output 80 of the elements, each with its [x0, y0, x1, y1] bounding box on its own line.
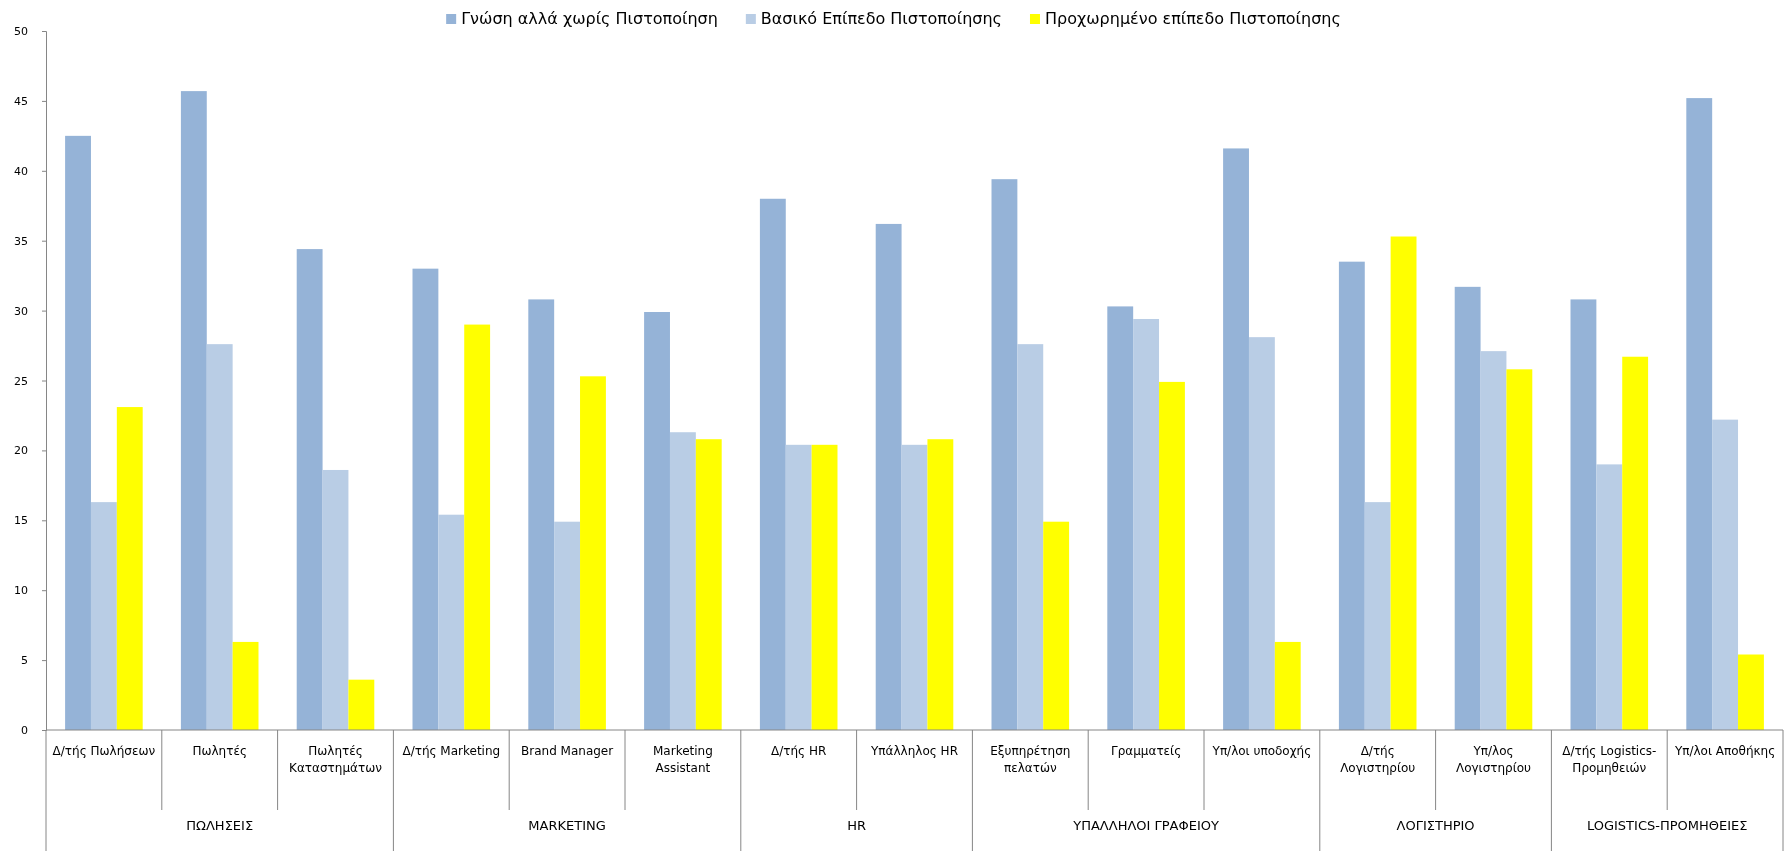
x-tick-label: Υπάλληλος HR	[870, 744, 958, 758]
text: HR	[847, 818, 867, 833]
bar	[927, 439, 954, 730]
bar	[1686, 98, 1713, 730]
x-tick-label: Υπ/λος Λογιστηρίου	[1455, 744, 1532, 775]
y-tick-label: 10	[14, 584, 28, 598]
bar	[1570, 299, 1597, 730]
x-tick-label: Δ/τής Marketing	[402, 744, 501, 758]
legend-label: Γνώση αλλά χωρίς Πιστοποίηση	[461, 9, 718, 28]
text: ΥΠΑΛΛΗΛΟΙ ΓΡΑΦΕΙΟΥ	[1072, 818, 1219, 833]
bar	[644, 312, 670, 730]
bar	[1043, 521, 1070, 730]
y-tick-label: 40	[14, 164, 28, 178]
x-tick-label: Marketing Assistant	[652, 744, 713, 775]
y-tick-label: 20	[14, 444, 28, 458]
bar	[232, 641, 259, 730]
text: ΠΩΛΗΣΕΙΣ	[186, 818, 254, 833]
y-tick-label: 15	[14, 514, 28, 528]
y-tick-label: 0	[21, 724, 28, 738]
bar	[1017, 344, 1044, 730]
bar	[875, 223, 902, 730]
legend-label: Προχωρημένο επίπεδο Πιστοποίησης	[1044, 9, 1341, 28]
x-tick-label: Υπ/λοι Αποθήκης	[1673, 744, 1776, 758]
bar	[1622, 356, 1649, 730]
y-tick-label: 45	[14, 94, 28, 108]
bar	[785, 444, 812, 730]
bar	[1159, 381, 1185, 730]
x-tick-label: Εξυπηρέτηση πελατών	[990, 744, 1071, 775]
bar	[528, 299, 555, 730]
bar	[206, 344, 233, 730]
x-tick-label: Δ/τής Logistics-Προμηθειών	[1562, 744, 1657, 775]
bar	[1596, 464, 1623, 730]
text: MARKETING	[528, 818, 606, 833]
bar	[438, 514, 465, 730]
bar	[1712, 419, 1739, 730]
bar	[1364, 502, 1391, 730]
bar	[1338, 261, 1365, 730]
bar	[322, 469, 349, 730]
x-tick-label: Υπ/λοι υποδοχής	[1211, 744, 1312, 758]
bar	[1274, 641, 1301, 730]
bar	[669, 432, 696, 730]
y-tick-label: 25	[14, 374, 28, 388]
x-tick-label: Δ/τής Πωλήσεων	[52, 744, 156, 758]
bar	[180, 91, 207, 730]
bar	[1480, 351, 1507, 730]
bar	[464, 324, 491, 730]
bar	[348, 679, 375, 730]
bar	[759, 198, 786, 730]
bar	[1454, 286, 1481, 730]
bar	[811, 444, 838, 730]
bar	[412, 268, 439, 730]
bar	[116, 407, 143, 730]
x-tick-label: Brand Manager	[521, 744, 614, 758]
bar	[991, 179, 1018, 730]
bar	[580, 376, 606, 730]
y-tick-label: 50	[14, 25, 28, 39]
bar	[1390, 236, 1417, 730]
x-tick-label: Πωλητές Καταστημάτων	[289, 744, 383, 775]
bar	[296, 249, 323, 730]
legend-label: Βασικό Επίπεδο Πιστοποίησης	[760, 9, 1002, 28]
text: ΛΟΓΙΣΤΗΡΙΟ	[1396, 818, 1475, 833]
bar	[1107, 306, 1134, 730]
text: LOGISTICS-ΠΡΟΜΗΘΕΙΕΣ	[1586, 818, 1748, 833]
bar	[1248, 337, 1275, 730]
bar	[65, 135, 91, 730]
bar	[1133, 318, 1160, 730]
x-tick-label: Δ/τής HR	[771, 744, 827, 758]
bar	[90, 502, 117, 730]
bar	[901, 444, 928, 730]
bar	[1506, 369, 1533, 730]
y-tick-label: 5	[21, 654, 28, 668]
bar	[1223, 148, 1249, 730]
y-tick-label: 30	[14, 304, 28, 318]
y-tick-label: 35	[14, 234, 28, 248]
bar	[1738, 654, 1764, 730]
x-tick-label: Πωλητές	[192, 744, 247, 758]
x-tick-label: Δ/τής Λογιστηρίου	[1340, 744, 1416, 775]
bar	[695, 439, 722, 730]
x-tick-label: Γραμματείς	[1110, 744, 1182, 758]
bar	[554, 521, 581, 730]
